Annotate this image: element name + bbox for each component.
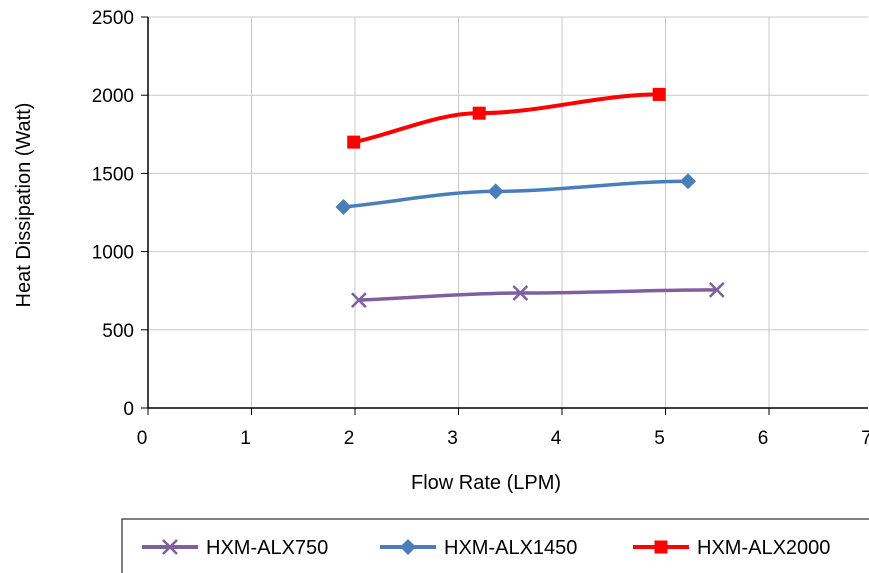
data-point	[347, 135, 361, 149]
y-tick-label: 1500	[92, 164, 134, 185]
series-lines	[335, 87, 725, 308]
x-tick-label: 6	[758, 428, 769, 449]
x-tick-label: 4	[551, 428, 562, 449]
data-point	[472, 106, 486, 120]
x-axis-title: Flow Rate (LPM)	[411, 472, 561, 494]
data-point	[487, 183, 504, 200]
legend-label: HXM-ALX750	[206, 537, 328, 559]
legend-label: HXM-ALX2000	[697, 537, 830, 559]
data-point	[652, 87, 666, 101]
y-tick-label: 1000	[92, 243, 134, 264]
data-point	[680, 173, 696, 190]
legend-label: HXM-ALX1450	[444, 537, 577, 559]
y-axis-title: Heat Dissipation (Watt)	[13, 103, 35, 308]
x-tick-label: 1	[240, 428, 251, 449]
series-line-hxm-alx1450	[341, 179, 690, 209]
x-tick-label: 7	[861, 428, 869, 449]
x-tick-label: 2	[344, 428, 355, 449]
y-tick-label: 2000	[92, 86, 134, 107]
axes	[141, 16, 868, 415]
x-tick-label: 0	[137, 428, 148, 449]
legend: HXM-ALX750 HXM-ALX1450 HXM-ALX2000	[121, 518, 869, 573]
legend-marker	[162, 539, 178, 555]
legend-box	[121, 518, 869, 573]
x-tick-label: 5	[654, 428, 665, 449]
y-tick-labels: 0 500 1000 1500 2000 2500	[92, 8, 134, 420]
series-line-hxm-alx750	[357, 288, 719, 302]
data-point	[708, 282, 725, 298]
x-tick-label: 3	[447, 428, 458, 449]
legend-marker	[400, 539, 416, 555]
data-point	[335, 199, 352, 216]
y-tick-label: 2500	[92, 8, 134, 29]
data-point	[512, 285, 529, 301]
series-line-hxm-alx2000	[351, 92, 662, 145]
y-tick-label: 0	[123, 399, 134, 420]
gridlines	[148, 16, 868, 408]
y-tick-label: 500	[102, 321, 134, 342]
x-tick-labels: 0 1 2 3 4 5 6 7	[137, 428, 869, 449]
data-point	[350, 292, 367, 308]
legend-marker	[654, 540, 668, 554]
